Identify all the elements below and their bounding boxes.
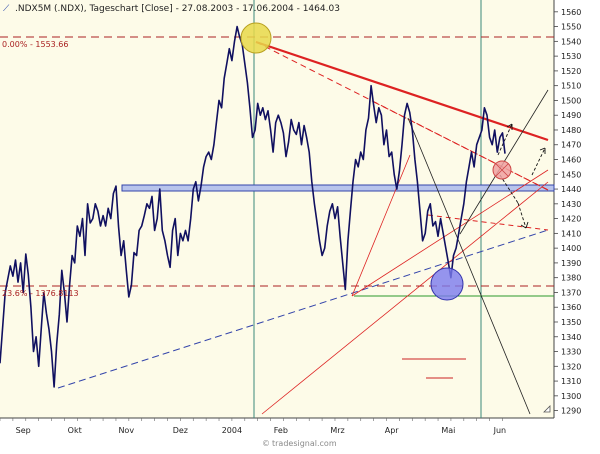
y-tick-label: 1510	[561, 82, 581, 91]
x-axis: Sep Okt Nov Dez 2004 Feb Mrz Apr Mai Jun	[0, 417, 554, 435]
header: ⟋ .NDX5M (.NDX), Tageschart [Close] - 27…	[3, 4, 340, 14]
red-rising-line-3	[351, 169, 549, 297]
y-tick-label: 1310	[561, 377, 581, 386]
y-tick-label: 1300	[561, 392, 581, 401]
y-tick-label: 1320	[561, 362, 581, 371]
watermark: © tradesignal.com	[262, 439, 337, 448]
x-tick-label: Okt	[68, 426, 82, 435]
x-tick-label: Nov	[118, 426, 134, 435]
fib-top-label: 0.00% - 1553.66	[2, 40, 68, 49]
support-band	[121, 184, 555, 192]
fib-bottom-label: 23.6% - 1376.8113	[2, 289, 79, 298]
x-tick-label: Apr	[385, 426, 400, 435]
y-tick-label: 1350	[561, 318, 581, 327]
red-rising-line-1	[261, 181, 549, 415]
y-tick-label: 1460	[561, 156, 581, 165]
y-tick-label: 1440	[561, 185, 581, 194]
projection-arrows	[497, 123, 546, 229]
x-tick-label: Sep	[16, 426, 31, 435]
scroll-corner-icon[interactable]	[543, 405, 551, 413]
y-tick-label: 1400	[561, 244, 581, 253]
y-tick-label: 1420	[561, 215, 581, 224]
x-tick-label: Mrz	[330, 426, 344, 435]
y-tick-label: 1410	[561, 229, 581, 238]
y-tick-label: 1370	[561, 288, 581, 297]
y-tick-label: 1290	[561, 407, 581, 416]
x-tick-label: Dez	[173, 426, 188, 435]
y-tick-label: 1540	[561, 37, 581, 46]
watermark-text: tradesignal.com	[272, 439, 337, 448]
chart-icon: ⟋	[3, 4, 10, 14]
plot-area	[0, 0, 554, 418]
x-tick-label: Feb	[274, 426, 288, 435]
y-tick-label: 1450	[561, 170, 581, 179]
highlight-red-x-mark	[495, 163, 509, 177]
red-rising-line-2	[351, 154, 411, 297]
y-tick-label: 1500	[561, 96, 581, 105]
x-tick-label: Jun	[493, 426, 507, 435]
y-tick-label: 1340	[561, 333, 581, 342]
y-tick-label: 1560	[561, 8, 581, 17]
red-dashed-line-apr	[373, 101, 549, 191]
highlight-top-circle	[240, 22, 272, 54]
y-tick-label: 1380	[561, 274, 581, 283]
y-tick-label: 1360	[561, 303, 581, 312]
copyright-icon: ©	[262, 439, 270, 448]
y-tick-label: 1330	[561, 348, 581, 357]
y-tick-label: 1520	[561, 67, 581, 76]
x-tick-label: 2004	[222, 426, 242, 435]
y-tick-label: 1470	[561, 141, 581, 150]
y-axis: 1290 1300 1310 1320 1330 1340 1350 1360 1370 1380…	[553, 0, 581, 418]
blue-dashed-trendline	[57, 229, 549, 389]
highlight-low-circle	[430, 267, 464, 301]
red-resistance-line	[255, 40, 549, 142]
black-descending-line	[407, 117, 531, 415]
y-tick-label: 1430	[561, 200, 581, 209]
y-tick-label: 1490	[561, 111, 581, 120]
y-tick-label: 1550	[561, 23, 581, 32]
red-dashed-line-mid	[427, 214, 549, 231]
x-tick-label: Mai	[441, 426, 455, 435]
y-tick-label: 1390	[561, 259, 581, 268]
chart-title: .NDX5M (.NDX), Tageschart [Close] - 27.0…	[15, 4, 340, 14]
y-tick-label: 1480	[561, 126, 581, 135]
price-series-line	[0, 25, 506, 388]
y-tick-label: 1530	[561, 52, 581, 61]
